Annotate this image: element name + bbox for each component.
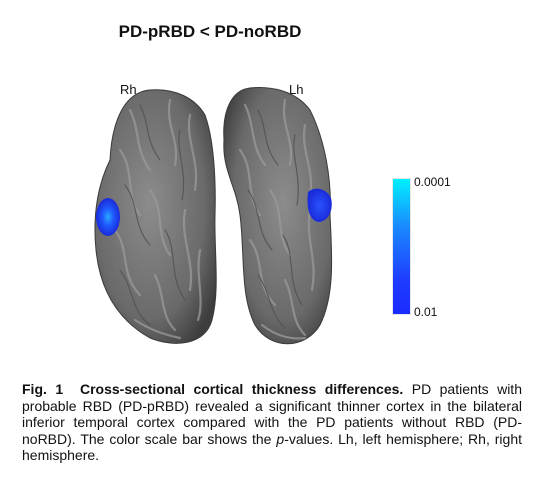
caption-p-symbol: p — [276, 430, 285, 447]
caption-figure-number: Fig. 1 — [22, 381, 64, 397]
caption-body-end: -values. Lh, left hemisphere; Rh, right … — [22, 430, 522, 464]
right-hemisphere — [94, 89, 217, 344]
left-hemisphere-label: Lh — [289, 82, 304, 97]
left-hemisphere — [223, 87, 333, 345]
color-scale-bar — [392, 178, 411, 315]
figure-caption: Fig. 1 Cross-sectional cortical thicknes… — [22, 381, 522, 464]
colorbar-top-label: 0.0001 — [414, 175, 451, 189]
caption-heading: Cross-sectional cortical thickness diffe… — [79, 381, 404, 397]
caption-body: PD patients with probable RBD (PD-pRBD) … — [22, 381, 522, 447]
brain-cortex-image — [94, 87, 333, 345]
right-hemisphere-label: Rh — [120, 82, 137, 97]
figure-title: PD-pRBD < PD-noRBD — [118, 22, 302, 41]
right-cluster-highlight — [96, 198, 120, 236]
left-cluster-highlight — [307, 188, 332, 222]
colorbar-bottom-label: 0.01 — [414, 305, 438, 319]
